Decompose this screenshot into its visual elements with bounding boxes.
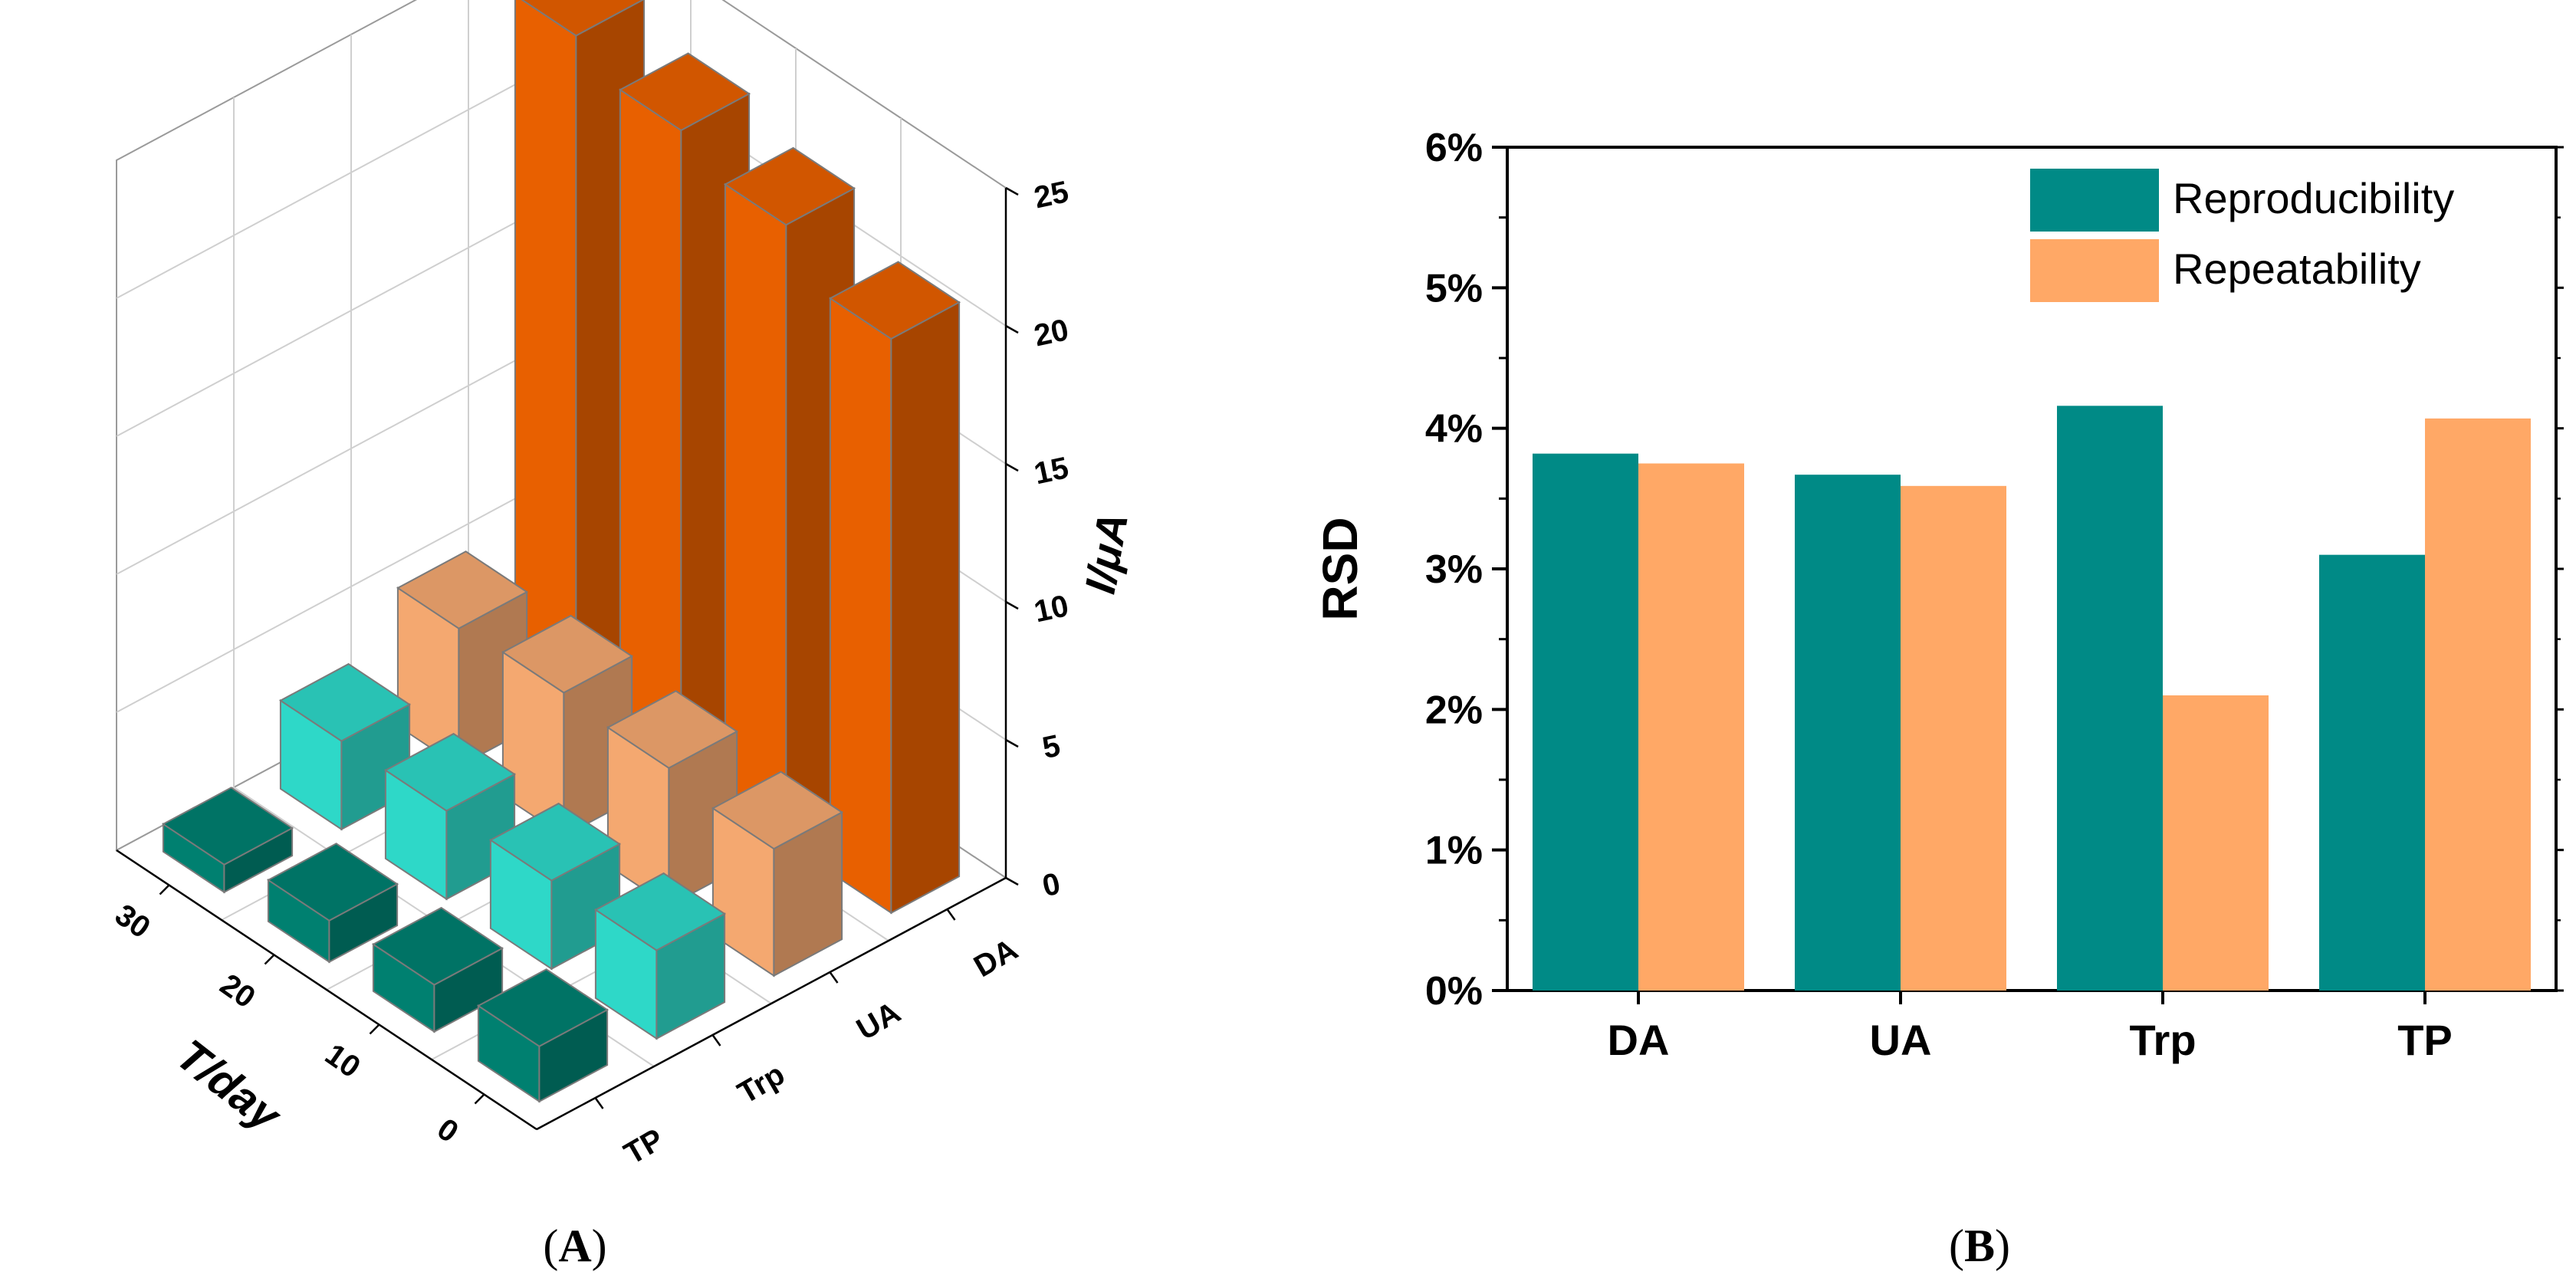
current-tick-label: 20 [1031, 313, 1072, 353]
bar3d-trp-day10 [488, 802, 622, 971]
bar-repeatability-trp [2163, 695, 2269, 991]
bar3d-ua-day0 [711, 770, 844, 978]
bar-face-top [618, 52, 751, 132]
y-tick-label: 2% [1425, 688, 1483, 732]
current-tick [1005, 324, 1019, 334]
legend-label-repeatability: Repeatability [2173, 245, 2421, 293]
day-tick [369, 1024, 380, 1035]
day-tick [159, 884, 170, 895]
bar3d-trp-day20 [383, 732, 517, 901]
current-tick [1005, 876, 1019, 886]
x-tick-label: DA [1608, 1016, 1670, 1064]
current-tick [1005, 738, 1019, 748]
current-tick-label: 25 [1031, 175, 1072, 215]
y-tick-label: 4% [1425, 407, 1483, 452]
day-tick [474, 1093, 485, 1105]
day-axis-line [116, 849, 537, 1131]
compound-axis-line [536, 876, 1007, 1131]
bar-repeatability-ua [1901, 485, 2006, 991]
bar3d-trp-day30 [278, 662, 412, 831]
panel-b-caption: (B) [1949, 1221, 2010, 1271]
panel-a-caption: (A) [543, 1221, 606, 1271]
bar-face-top [593, 872, 727, 951]
y-tick-label: 6% [1425, 126, 1483, 170]
current-tick-label: 10 [1031, 589, 1072, 629]
bar3d-ua-day20 [501, 614, 634, 838]
bar3d-da-day0 [828, 261, 961, 915]
legend: Reproducibility Repeatability [2030, 169, 2454, 302]
bar3d-tp-day10 [371, 906, 504, 1033]
bar3d-ua-day30 [396, 550, 529, 768]
bar-reproducibility-ua [1795, 475, 1901, 991]
bar-reproducibility-trp [2057, 406, 2163, 991]
bar-face-top [278, 662, 412, 742]
bar-reproducibility-tp [2319, 554, 2425, 991]
x-tick-label: Trp [2129, 1016, 2196, 1064]
y-tick-label: 3% [1425, 547, 1483, 592]
bar-face-top [828, 261, 961, 340]
bar-face-top [723, 146, 856, 226]
bar3d-tp-day20 [266, 843, 399, 964]
bar-face-top [711, 770, 844, 850]
y-tick-label: 0% [1425, 969, 1483, 1014]
bar-face-top [606, 690, 739, 769]
day-tick [264, 954, 275, 965]
bar-face-top [383, 732, 517, 812]
bar3d-tp-day30 [161, 787, 294, 894]
legend-label-reproducibility: Reproducibility [2173, 174, 2454, 222]
compound-gridline [233, 97, 655, 1067]
x-tick-label: TP [2397, 1016, 2453, 1064]
current-tick [1005, 186, 1019, 196]
bar3d-trp-day0 [593, 872, 727, 1040]
panel-b-letter: B [1964, 1221, 1995, 1271]
bar-face-top [521, 0, 645, 37]
compound-tick [594, 1097, 604, 1109]
bar-repeatability-da [1638, 463, 1744, 991]
compound-tick [829, 971, 839, 984]
current-tick [1005, 462, 1019, 472]
bar-face-top [371, 906, 504, 986]
bar3d-tp-day0 [476, 968, 610, 1103]
bar-face-top [396, 550, 529, 629]
compound-tick [946, 909, 956, 921]
bar-face-top [501, 614, 634, 694]
bar-face-top [161, 787, 294, 866]
bar-face-top [476, 968, 610, 1047]
legend-swatch-reproducibility [2030, 169, 2159, 232]
current-tick [1005, 600, 1019, 610]
y-tick-label: 1% [1425, 829, 1483, 873]
current-tick-label: 15 [1031, 451, 1072, 491]
y-tick-label: 5% [1425, 266, 1483, 310]
bar-face-top [266, 843, 399, 922]
x-tick-label: UA [1870, 1016, 1932, 1064]
bar-face-top [488, 802, 622, 882]
bar-repeatability-tp [2425, 418, 2531, 991]
panel-a-letter: A [558, 1221, 591, 1271]
legend-swatch-repeatability [2030, 239, 2159, 302]
y-axis-title: RSD [1313, 517, 1368, 620]
bar-reproducibility-da [1533, 453, 1638, 991]
compound-tick [711, 1034, 721, 1046]
